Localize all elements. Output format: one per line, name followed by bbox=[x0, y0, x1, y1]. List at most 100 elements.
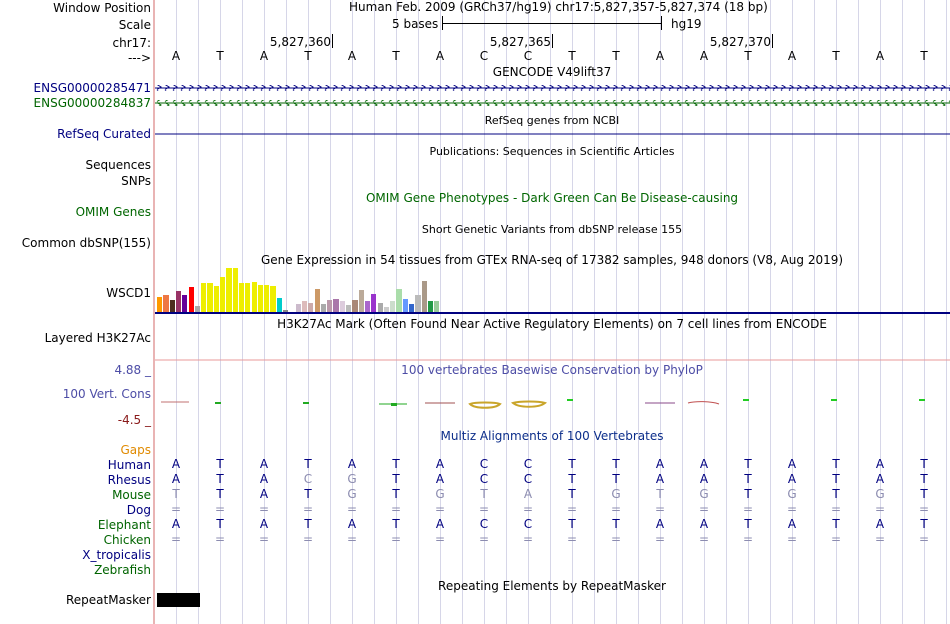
alignment-base-rhesus: A bbox=[259, 472, 269, 486]
multiz-track-title[interactable]: Multiz Alignments of 100 Vertebrates bbox=[440, 429, 664, 443]
species-label-mouse[interactable]: Mouse bbox=[112, 488, 151, 502]
sequence-base: T bbox=[612, 49, 620, 63]
gtex-bar[interactable] bbox=[220, 277, 226, 312]
snps-label[interactable]: SNPs bbox=[121, 174, 151, 188]
gtex-bar[interactable] bbox=[301, 301, 308, 312]
gtex-bar[interactable] bbox=[226, 268, 232, 312]
gtex-bar[interactable] bbox=[163, 295, 169, 312]
refseq-curated-label[interactable]: RefSeq Curated bbox=[57, 127, 151, 141]
alignment-base-elephant: A bbox=[699, 517, 709, 531]
omim-genes-label[interactable]: OMIM Genes bbox=[75, 205, 151, 219]
species-label-chicken[interactable]: Chicken bbox=[103, 533, 151, 547]
gtex-bar[interactable] bbox=[427, 301, 434, 312]
gtex-bar[interactable] bbox=[194, 306, 201, 312]
repeatmasker-track-title[interactable]: Repeating Elements by RepeatMasker bbox=[438, 579, 666, 593]
gtex-bar[interactable] bbox=[157, 297, 163, 312]
gtex-bar[interactable] bbox=[270, 286, 276, 312]
gtex-bar[interactable] bbox=[346, 305, 352, 312]
repeatmasker-block[interactable] bbox=[157, 593, 200, 607]
omim-track-title[interactable]: OMIM Gene Phenotypes - Dark Green Can Be… bbox=[365, 191, 739, 205]
gtex-bar[interactable] bbox=[169, 300, 175, 312]
gtex-bar[interactable] bbox=[327, 300, 333, 312]
species-label-zebrafish[interactable]: Zebrafish bbox=[94, 563, 151, 577]
alignment-base-mouse: G bbox=[347, 487, 357, 501]
species-label-dog[interactable]: Dog bbox=[126, 503, 151, 517]
gtex-bar[interactable] bbox=[421, 281, 427, 312]
gtex-bar[interactable] bbox=[434, 301, 440, 312]
pane-separator[interactable] bbox=[153, 0, 155, 624]
gtex-bar[interactable] bbox=[201, 283, 207, 312]
gtex-bar[interactable] bbox=[238, 283, 245, 312]
gtex-bar[interactable] bbox=[358, 290, 364, 312]
gtex-bar[interactable] bbox=[333, 299, 339, 312]
gtex-bar[interactable] bbox=[377, 303, 383, 312]
species-label-elephant[interactable]: Elephant bbox=[97, 518, 151, 532]
gtex-bar[interactable] bbox=[245, 283, 251, 312]
strand-arrow-label[interactable]: ---> bbox=[127, 51, 151, 65]
gtex-bar[interactable] bbox=[364, 301, 371, 312]
alignment-base-human: A bbox=[787, 457, 797, 471]
gtex-bar[interactable] bbox=[188, 287, 194, 312]
alignment-base-rhesus: A bbox=[435, 472, 445, 486]
gtex-bar[interactable] bbox=[320, 304, 327, 312]
alignment-base-dog: = bbox=[522, 502, 534, 516]
alignment-base-chicken: = bbox=[214, 532, 226, 546]
gtex-bar[interactable] bbox=[409, 304, 415, 312]
gtex-bar[interactable] bbox=[264, 285, 270, 312]
h3k27ac-track-title[interactable]: H3K27Ac Mark (Often Found Near Active Re… bbox=[277, 317, 827, 331]
gaps-label[interactable]: Gaps bbox=[120, 443, 151, 457]
dbsnp-track-title[interactable]: Short Genetic Variants from dbSNP releas… bbox=[421, 223, 683, 236]
gtex-bar[interactable] bbox=[213, 286, 219, 312]
repeatmasker-label[interactable]: RepeatMasker bbox=[65, 593, 151, 607]
alignment-base-mouse: T bbox=[480, 487, 488, 501]
sequence-base: A bbox=[259, 49, 269, 63]
gtex-bar[interactable] bbox=[207, 283, 213, 312]
phylop-plot[interactable] bbox=[161, 399, 925, 409]
gtex-bar[interactable] bbox=[352, 300, 358, 312]
common-dbsnp-label[interactable]: Common dbSNP(155) bbox=[21, 236, 151, 250]
gtex-bar[interactable] bbox=[175, 291, 182, 312]
gtex-bar[interactable] bbox=[383, 307, 390, 312]
layered-h3k27ac-label[interactable]: Layered H3K27Ac bbox=[44, 331, 151, 345]
gtex-bar[interactable] bbox=[308, 303, 314, 312]
alignment-base-chicken: = bbox=[434, 532, 446, 546]
gtex-bar[interactable] bbox=[371, 294, 377, 312]
gtex-bar[interactable] bbox=[182, 295, 188, 312]
gtex-bar[interactable] bbox=[295, 304, 301, 312]
gtex-bar[interactable] bbox=[283, 310, 289, 312]
species-label-rhesus[interactable]: Rhesus bbox=[107, 473, 151, 487]
gtex-bar[interactable] bbox=[390, 301, 396, 312]
gtex-bar[interactable] bbox=[276, 298, 282, 312]
vert-cons-label[interactable]: 100 Vert. Cons bbox=[62, 387, 151, 401]
gtex-bar[interactable] bbox=[232, 268, 238, 312]
assembly-position-text: Human Feb. 2009 (GRCh37/hg19) chr17:5,82… bbox=[349, 0, 768, 14]
track-area[interactable]: Human Feb. 2009 (GRCh37/hg19) chr17:5,82… bbox=[155, 0, 950, 624]
alignment-base-rhesus: T bbox=[744, 472, 752, 486]
wscd1-label[interactable]: WSCD1 bbox=[106, 286, 151, 300]
gtex-track-title[interactable]: Gene Expression in 54 tissues from GTEx … bbox=[260, 253, 844, 267]
phylop-track-title[interactable]: 100 vertebrates Basewise Conservation by… bbox=[401, 363, 703, 377]
alignment-base-chicken: = bbox=[610, 532, 622, 546]
gene-ensg00000285471[interactable] bbox=[155, 85, 950, 91]
gtex-bar[interactable] bbox=[257, 285, 264, 312]
track-graphics bbox=[155, 85, 950, 607]
gtex-bar[interactable] bbox=[251, 282, 257, 312]
species-label-x-tropicalis[interactable]: X_tropicalis bbox=[82, 548, 151, 562]
publications-track-title[interactable]: Publications: Sequences in Scientific Ar… bbox=[429, 145, 675, 158]
species-label-human[interactable]: Human bbox=[107, 458, 151, 472]
gencode-track-title[interactable]: GENCODE V49lift37 bbox=[492, 65, 612, 79]
refseq-track-title[interactable]: RefSeq genes from NCBI bbox=[484, 114, 620, 127]
sequences-label[interactable]: Sequences bbox=[85, 158, 151, 172]
gene-label-ensg00000284837[interactable]: ENSG00000284837 bbox=[33, 96, 151, 110]
alignment-base-rhesus: A bbox=[875, 472, 885, 486]
alignment-base-chicken: = bbox=[918, 532, 930, 546]
gtex-bar[interactable] bbox=[415, 295, 421, 312]
gene-ensg00000284837[interactable] bbox=[155, 100, 950, 106]
sequence-base: T bbox=[920, 49, 928, 63]
gene-label-ensg00000285471[interactable]: ENSG00000285471 bbox=[33, 81, 151, 95]
gtex-bar[interactable] bbox=[314, 289, 320, 312]
gtex-bar[interactable] bbox=[339, 301, 345, 312]
gtex-bar[interactable] bbox=[402, 299, 408, 312]
alignment-base-elephant: A bbox=[171, 517, 181, 531]
gtex-bar[interactable] bbox=[396, 289, 402, 312]
